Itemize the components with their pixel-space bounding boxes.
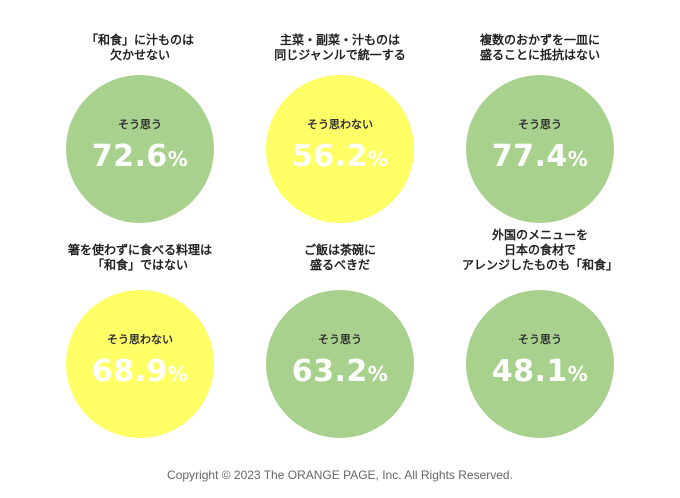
answer-label: そう思う bbox=[518, 118, 562, 131]
result-circle: そう思わない 68.9% bbox=[66, 290, 214, 438]
percentage-value: 63.2% bbox=[266, 354, 414, 389]
percentage-number: 48.1 bbox=[491, 354, 568, 389]
percentage-unit: % bbox=[567, 362, 589, 386]
percentage-unit: % bbox=[367, 362, 389, 386]
percentage-number: 63.2 bbox=[291, 354, 368, 389]
question-line: 欠かせない bbox=[109, 48, 170, 62]
question-text: 箸を使わずに食べる料理は 「和食」ではない bbox=[40, 243, 240, 273]
copyright-text: Copyright © 2023 The ORANGE PAGE, Inc. A… bbox=[167, 468, 513, 482]
question-text: 外国のメニューを 日本の食材で アレンジしたものも「和食」 bbox=[440, 228, 640, 273]
question-line: 日本の食材で bbox=[503, 243, 576, 257]
question-text: 主菜・副菜・汁ものは 同じジャンルで統一する bbox=[240, 33, 440, 63]
percentage-value: 77.4% bbox=[466, 139, 614, 174]
percentage-unit: % bbox=[167, 147, 189, 171]
question-line: 盛るべきだ bbox=[309, 258, 370, 272]
percentage-value: 48.1% bbox=[466, 354, 614, 389]
question-line: 主菜・副菜・汁ものは bbox=[279, 33, 400, 47]
answer-label: そう思う bbox=[318, 333, 362, 346]
question-line: ご飯は茶碗に bbox=[303, 243, 376, 257]
result-circle: そう思う 63.2% bbox=[266, 290, 414, 438]
answer-label: そう思う bbox=[518, 333, 562, 346]
answer-label: そう思う bbox=[118, 118, 162, 131]
question-line: アレンジしたものも「和食」 bbox=[461, 258, 618, 272]
percentage-value: 72.6% bbox=[66, 139, 214, 174]
question-text: ご飯は茶碗に 盛るべきだ bbox=[240, 243, 440, 273]
percentage-unit: % bbox=[367, 147, 389, 171]
result-circle: そう思わない 56.2% bbox=[266, 75, 414, 223]
percentage-number: 77.4 bbox=[491, 139, 568, 174]
question-line: 同じジャンルで統一する bbox=[274, 48, 406, 62]
question-line: 外国のメニューを bbox=[491, 228, 588, 242]
question-line: 「和食」に汁ものは bbox=[85, 33, 194, 47]
percentage-number: 72.6 bbox=[91, 139, 168, 174]
question-line: 盛ることに抵抗はない bbox=[479, 48, 600, 62]
answer-label: そう思わない bbox=[307, 118, 373, 131]
percentage-value: 68.9% bbox=[66, 354, 214, 389]
question-line: 「和食」ではない bbox=[91, 258, 188, 272]
result-circle: そう思う 72.6% bbox=[66, 75, 214, 223]
percentage-number: 68.9 bbox=[91, 354, 168, 389]
answer-label: そう思わない bbox=[107, 333, 173, 346]
question-text: 「和食」に汁ものは 欠かせない bbox=[40, 33, 240, 63]
result-circle: そう思う 48.1% bbox=[466, 290, 614, 438]
question-line: 複数のおかずを一皿に bbox=[479, 33, 600, 47]
percentage-unit: % bbox=[167, 362, 189, 386]
percentage-number: 56.2 bbox=[291, 139, 368, 174]
question-text: 複数のおかずを一皿に 盛ることに抵抗はない bbox=[440, 33, 640, 63]
percentage-unit: % bbox=[567, 147, 589, 171]
question-line: 箸を使わずに食べる料理は bbox=[67, 243, 212, 257]
percentage-value: 56.2% bbox=[266, 139, 414, 174]
result-circle: そう思う 77.4% bbox=[466, 75, 614, 223]
